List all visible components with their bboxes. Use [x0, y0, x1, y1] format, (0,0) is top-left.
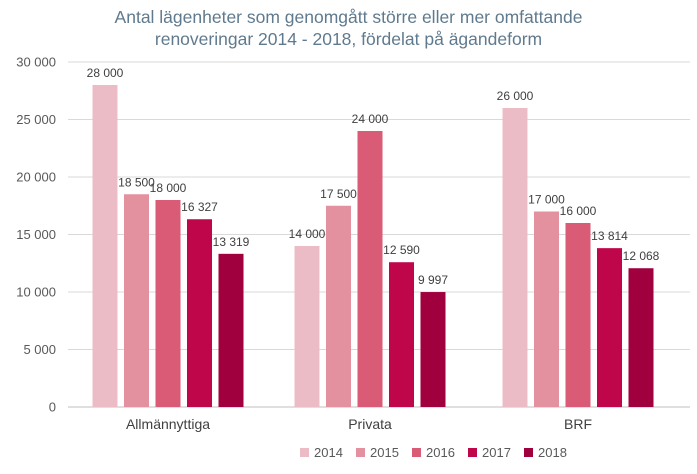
bar-2014-privata [294, 246, 320, 407]
data-labels: 28 000 14 000 26 000 18 500 17 500 17 000 18 0… [87, 66, 660, 287]
legend-label-2017: 2017 [482, 445, 511, 460]
bar-2015-allmännyttiga [124, 194, 149, 407]
legend-label-2016: 2016 [426, 445, 455, 460]
legend-swatch-2018 [524, 448, 533, 457]
x-category-label: Privata [348, 416, 392, 432]
bar-2014-allmännyttiga [92, 85, 118, 407]
legend: 2014 2015 2016 2017 2018 [300, 445, 567, 460]
bar-2014-brf [502, 108, 528, 407]
data-label: 13 319 [213, 235, 250, 249]
bars [92, 85, 654, 407]
bar-2016-allmännyttiga [155, 200, 181, 407]
data-label: 13 814 [591, 229, 628, 243]
data-label: 18 000 [150, 181, 187, 195]
bar-2017-allmännyttiga [187, 219, 212, 407]
x-category-label: BRF [564, 416, 592, 432]
y-tick-label: 20 000 [16, 170, 56, 185]
x-axis: Allmännyttiga Privata BRF [126, 416, 592, 432]
legend-label-2014: 2014 [314, 445, 343, 460]
bar-2017-privata [389, 262, 414, 407]
data-label: 9 997 [418, 273, 448, 287]
data-label: 12 068 [623, 249, 660, 263]
bar-2015-privata [326, 205, 351, 407]
legend-swatch-2016 [412, 448, 421, 457]
x-category-label: Allmännyttiga [126, 416, 210, 432]
bar-2018-privata [420, 292, 446, 407]
y-tick-label: 10 000 [16, 285, 56, 300]
bar-2015-brf [534, 211, 559, 407]
data-label: 16 000 [560, 204, 597, 218]
y-tick-label: 0 [49, 400, 56, 415]
data-label: 17 000 [528, 193, 565, 207]
data-label: 17 500 [320, 187, 357, 201]
legend-swatch-2017 [468, 448, 477, 457]
y-tick-label: 5 000 [23, 342, 56, 357]
y-axis: 0 5 000 10 000 15 000 20 000 25 000 30 000 [16, 55, 56, 415]
data-label: 26 000 [497, 89, 534, 103]
bar-2017-brf [597, 248, 622, 407]
chart-title: Antal lägenheter som genomgått större el… [0, 6, 697, 50]
data-label: 16 327 [181, 200, 218, 214]
legend-label-2018: 2018 [538, 445, 567, 460]
chart-title-line-1: Antal lägenheter som genomgått större el… [114, 7, 583, 27]
y-tick-label: 30 000 [16, 55, 56, 70]
legend-swatch-2014 [300, 448, 309, 457]
legend-swatch-2015 [356, 448, 365, 457]
data-label: 24 000 [352, 112, 389, 126]
data-label: 28 000 [87, 66, 124, 80]
bar-2018-allmännyttiga [218, 253, 244, 407]
bar-2016-privata [357, 131, 383, 407]
data-label: 14 000 [289, 227, 326, 241]
y-tick-label: 15 000 [16, 227, 56, 242]
chart-title-line-2: renoveringar 2014 - 2018, fördelat på äg… [154, 29, 543, 49]
data-label: 18 500 [118, 175, 155, 189]
legend-label-2015: 2015 [370, 445, 399, 460]
bar-2016-brf [565, 223, 591, 407]
bar-2018-brf [628, 268, 654, 407]
y-tick-label: 25 000 [16, 112, 56, 127]
data-label: 12 590 [383, 243, 420, 257]
